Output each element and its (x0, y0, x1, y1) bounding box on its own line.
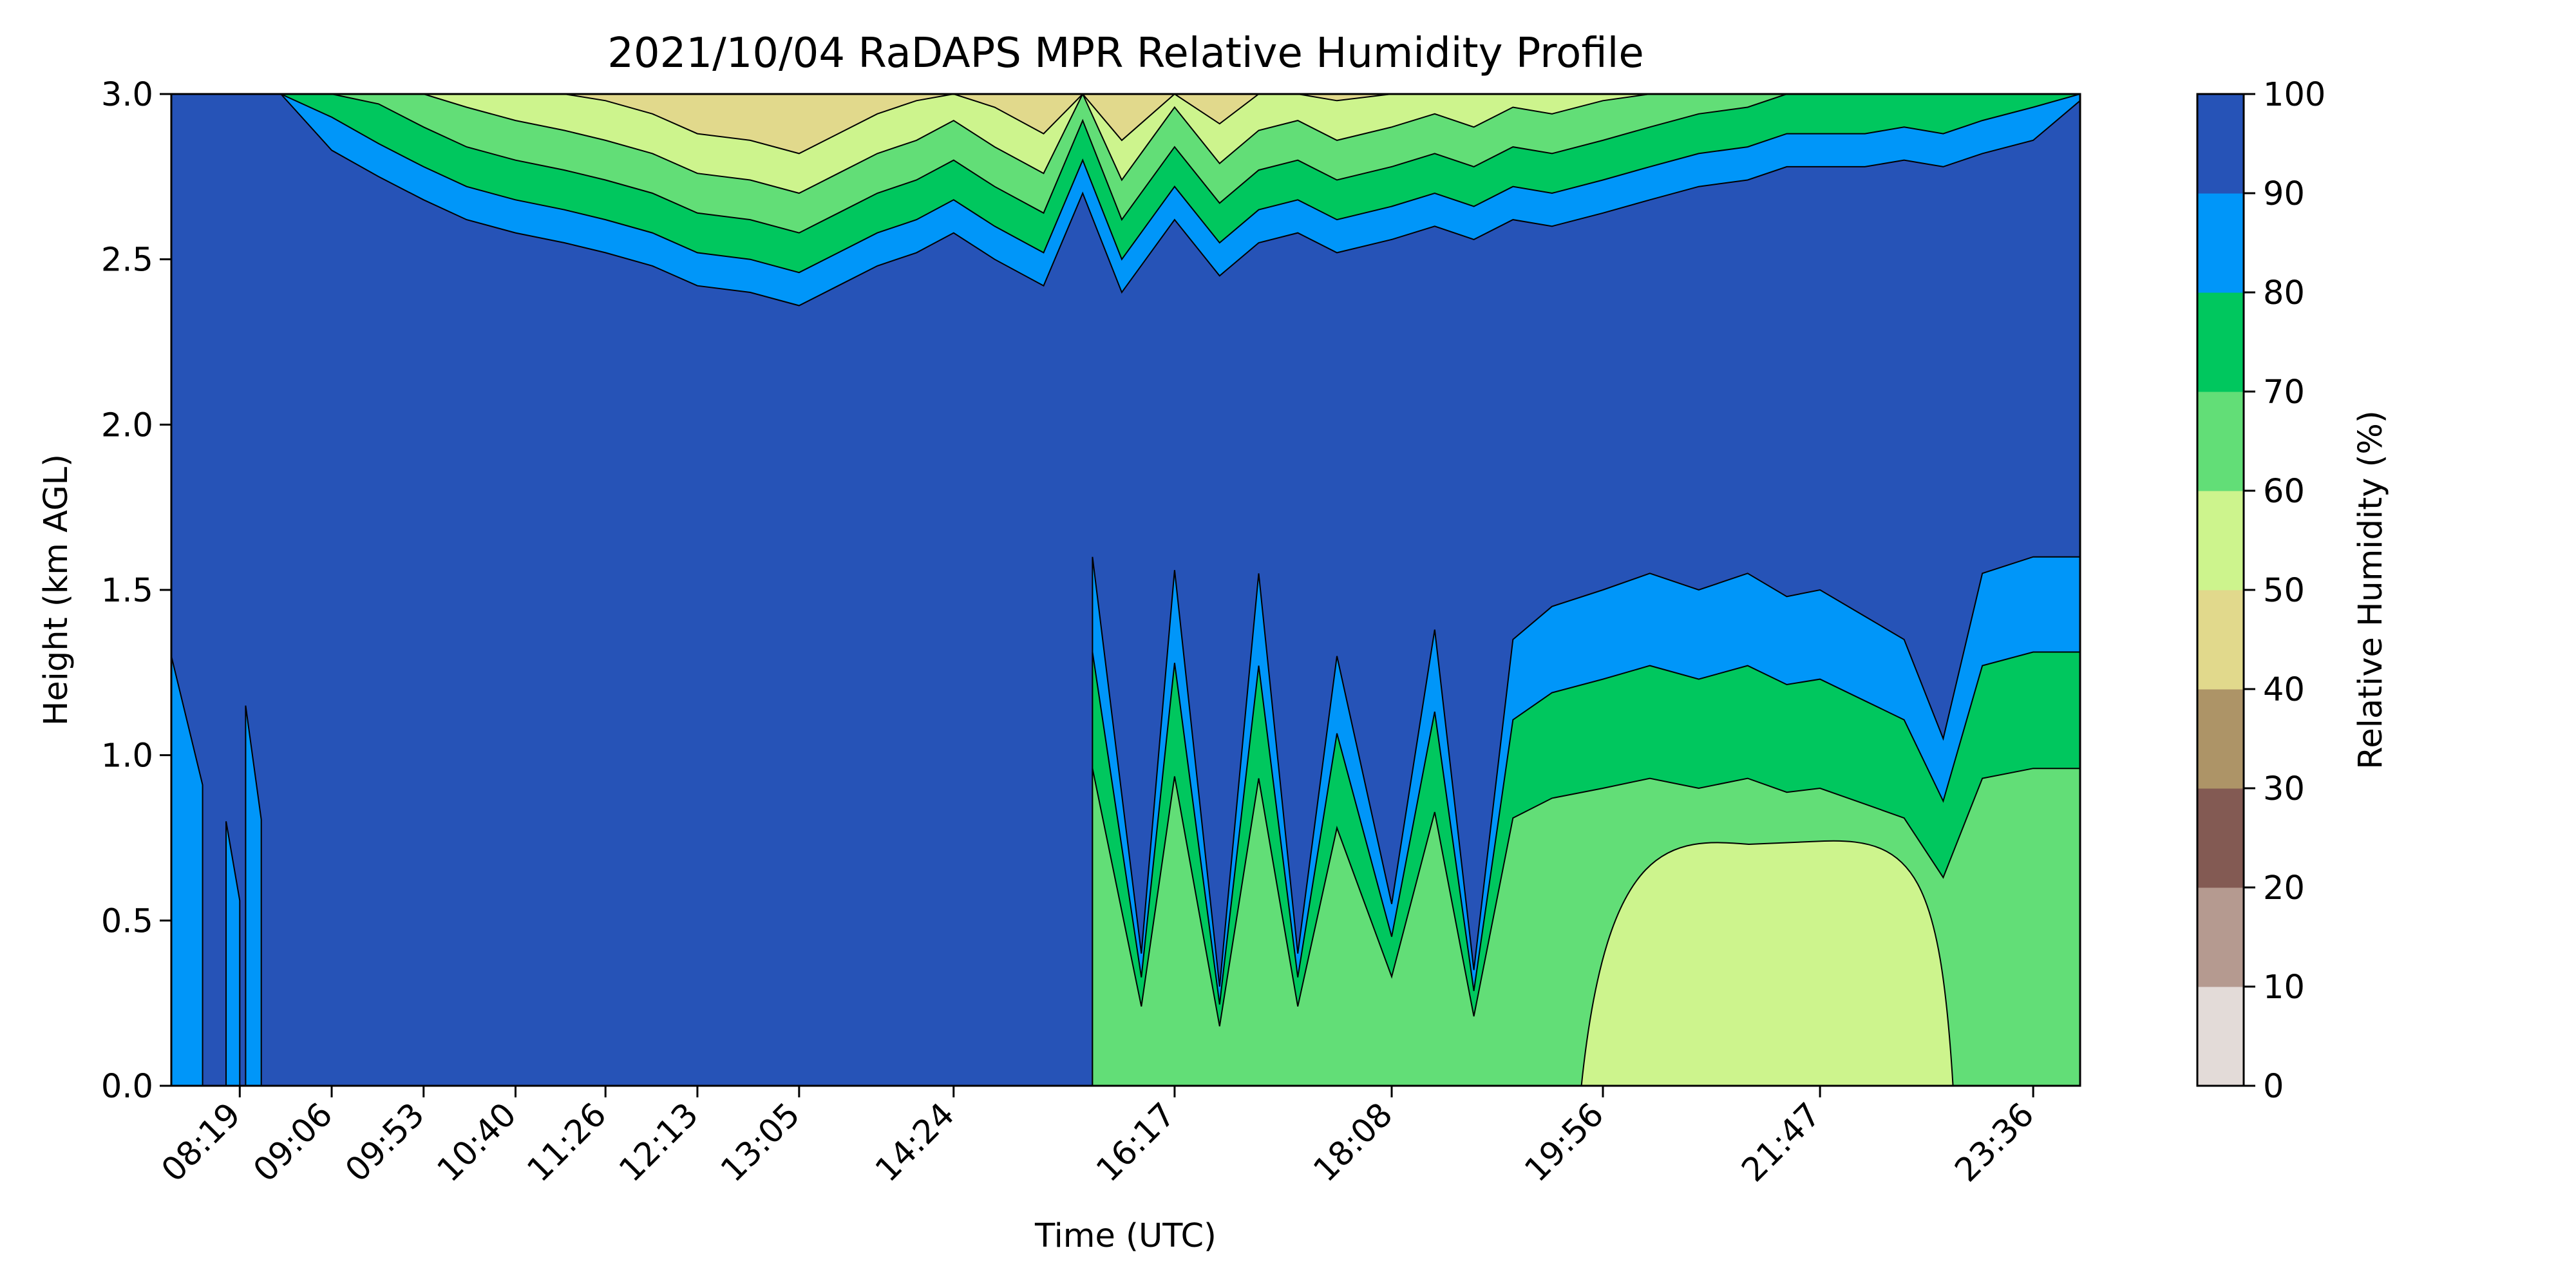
colorbar-segment (2197, 292, 2244, 392)
x-tick-label: 14:24 (868, 1095, 962, 1189)
upper-contour-band-4 (171, 94, 2080, 194)
upper-contour-band-5 (171, 94, 2080, 155)
colorbar-segment (2197, 689, 2244, 789)
y-tick-label: 2.5 (101, 242, 153, 279)
x-tick-label: 11:26 (520, 1095, 614, 1189)
colorbar-segment (2197, 590, 2244, 690)
colorbar-tick-label: 70 (2263, 374, 2305, 412)
colorbar-label: Relative Humidity (%) (2352, 410, 2390, 770)
y-tick-label: 3.0 (101, 76, 153, 114)
x-tick-label: 09:53 (338, 1095, 432, 1189)
colorbar-tick-label: 30 (2263, 770, 2305, 808)
colorbar-tick-label: 40 (2263, 671, 2305, 709)
x-tick-label: 08:19 (155, 1095, 249, 1189)
x-tick-label: 23:36 (1948, 1095, 2042, 1189)
colorbar-tick-label: 50 (2263, 572, 2305, 610)
y-tick-label: 1.5 (101, 572, 153, 610)
early-dry-feature-1 (171, 656, 204, 1086)
colorbar-segment (2197, 94, 2244, 194)
x-tick-label: 21:47 (1735, 1095, 1829, 1189)
colorbar-segment (2197, 887, 2244, 987)
x-tick-label: 19:56 (1518, 1095, 1612, 1189)
x-axis-label: Time (UTC) (1034, 1217, 1217, 1255)
x-tick-label: 09:06 (247, 1095, 341, 1189)
colorbar-tick-label: 20 (2263, 869, 2305, 907)
y-axis: 0.0 0.5 1.0 1.5 2.0 2.5 3.0 (101, 76, 171, 1106)
colorbar-segment (2197, 392, 2244, 491)
y-tick-label: 0.0 (101, 1068, 153, 1106)
colorbar-tick-label: 80 (2263, 274, 2305, 312)
colorbar-tick-label: 10 (2263, 969, 2305, 1007)
y-tick-label: 1.0 (101, 737, 153, 775)
x-tick-label: 10:40 (430, 1095, 524, 1189)
colorbar-segment (2197, 987, 2244, 1086)
colorbar-tick-label: 90 (2263, 175, 2305, 213)
x-tick-label: 12:13 (612, 1095, 706, 1189)
plateau-contour-band (1580, 840, 1954, 1086)
colorbar-tick-label: 60 (2263, 473, 2305, 511)
early-dry-feature-2 (225, 821, 241, 1086)
y-axis-label: Height (km AGL) (37, 454, 75, 726)
contour-plot-area (171, 94, 2080, 1086)
contour-bands (171, 94, 2080, 1086)
x-tick-label: 18:08 (1307, 1095, 1401, 1189)
y-tick-label: 2.0 (101, 406, 153, 444)
early-dry-feature-3 (245, 705, 262, 1086)
colorbar: 0 10 20 30 40 50 60 70 80 90 100 (2196, 76, 2325, 1106)
x-tick-label: 13:05 (714, 1095, 808, 1189)
colorbar-segment (2197, 193, 2244, 293)
colorbar-tick-label: 100 (2263, 76, 2325, 114)
x-tick-label: 16:17 (1089, 1095, 1183, 1189)
colorbar-tick-label: 0 (2263, 1068, 2284, 1106)
y-tick-label: 0.5 (101, 902, 153, 940)
colorbar-segment (2197, 788, 2244, 888)
colorbar-segment (2197, 491, 2244, 591)
chart-title: 2021/10/04 RaDAPS MPR Relative Humidity … (607, 30, 1644, 77)
